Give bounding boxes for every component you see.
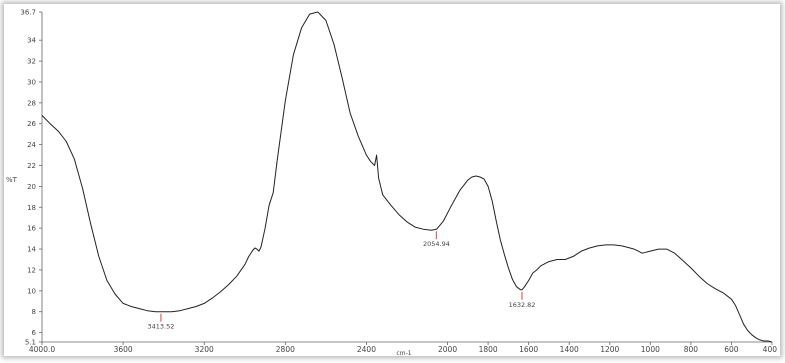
y-tick-label: 34 [27,37,36,45]
y-tick-label: 16 [27,225,36,233]
x-tick-label: 3200 [195,345,214,354]
y-tick-label: 32 [27,58,36,66]
x-tick-label: 2800 [276,345,295,354]
x-tick-label: 1800 [479,345,498,354]
peak-annotations: 3413.52 2054.94 1632.82 [147,231,536,331]
peak-label: 3413.52 [147,323,174,331]
x-tick-label: 4000.0 [29,345,55,354]
x-tick-label: 600 [724,345,739,354]
y-tick-label: 6 [32,329,37,337]
x-ticks: 4000.0 3600 3200 2800 2400 2000 1800 1600 1400 12… [29,342,777,354]
x-tick-label: 1000 [641,345,660,354]
y-tick-label: 26 [27,120,36,128]
x-tick-label: 3600 [114,345,133,354]
spectrum-chart-frame: 36.7 34 32 30 28 26 24 22 20 18 16 14 12 10 8 6 5.1 4000… [4,4,780,356]
y-ticks: 36.7 34 32 30 28 26 24 22 20 18 16 14 12 10 8 6 5.1 [20,9,42,347]
x-tick-label: 800 [684,345,699,354]
spectrum-line [41,11,773,343]
x-tick-label: 1400 [560,345,579,354]
x-tick-label: 1200 [600,345,619,354]
y-tick-label: 36.7 [20,9,36,17]
y-tick-label: 5.1 [25,339,36,347]
y-tick-label: 22 [27,162,36,170]
y-tick-label: 14 [27,246,36,254]
y-tick-label: 12 [27,266,36,274]
y-axis-label: %T [6,176,18,184]
y-tick-label: 8 [32,308,36,316]
series-layer [41,11,773,343]
x-tick-label: 1600 [519,345,538,354]
x-tick-label: 400 [763,345,778,354]
spectrum-chart: 36.7 34 32 30 28 26 24 22 20 18 16 14 12 10 8 6 5.1 4000… [6,9,777,357]
y-tick-label: 10 [27,287,36,295]
y-tick-label: 20 [27,183,36,191]
x-tick-label: 2400 [357,345,376,354]
y-tick-label: 24 [27,141,36,149]
peak-label: 1632.82 [509,301,536,309]
peak-label: 2054.94 [423,240,450,248]
y-tick-label: 18 [27,204,36,212]
x-axis-label: cm-1 [396,350,411,356]
x-tick-label: 2000 [438,345,457,354]
y-tick-label: 28 [27,99,36,107]
y-tick-label: 30 [27,78,36,86]
axes [41,12,772,343]
